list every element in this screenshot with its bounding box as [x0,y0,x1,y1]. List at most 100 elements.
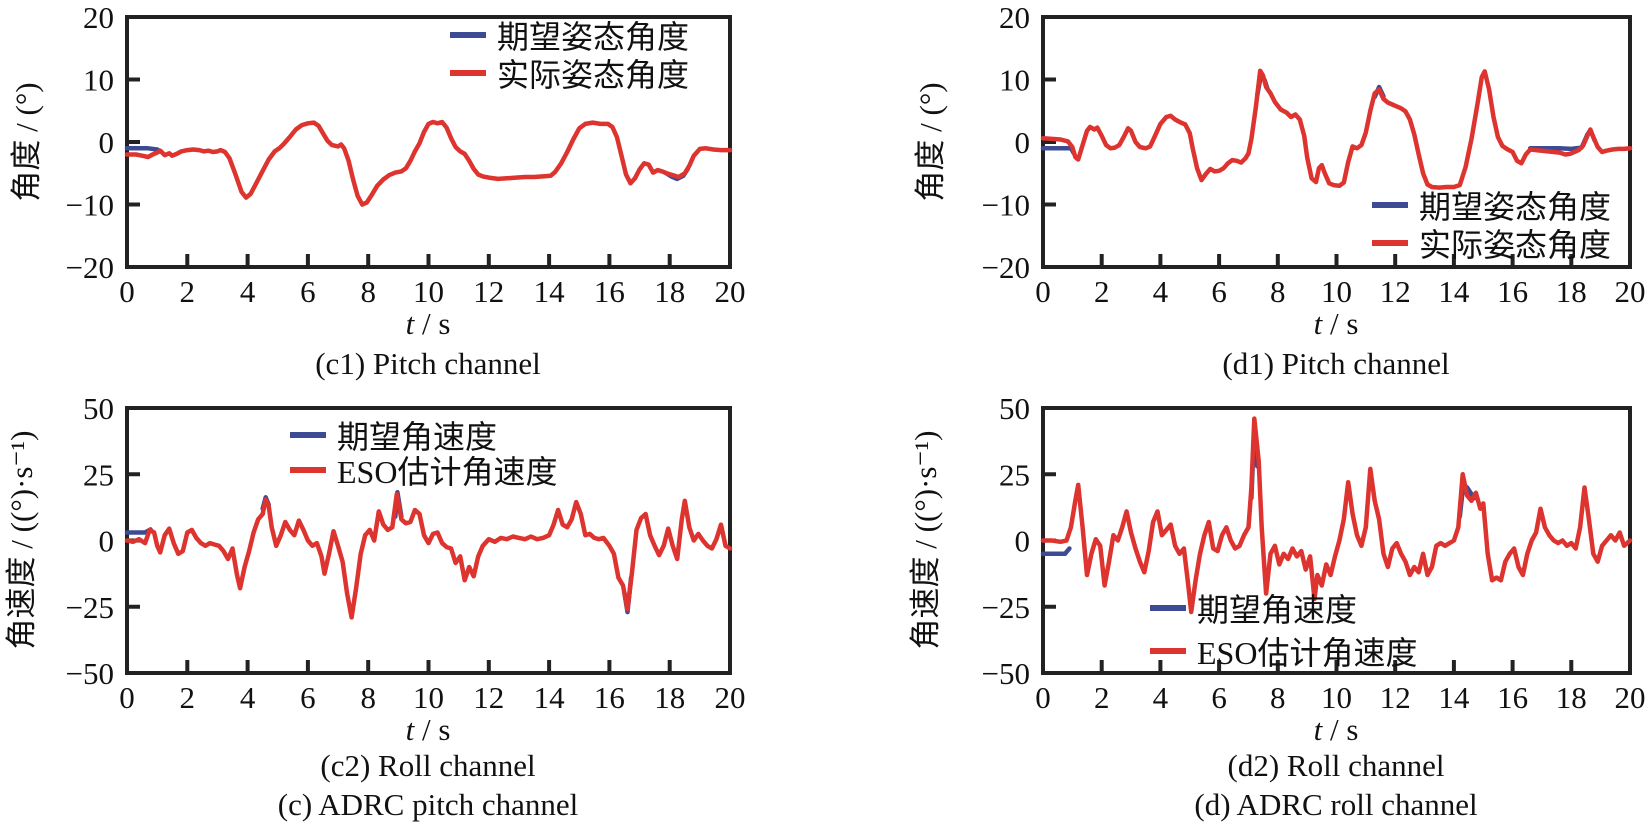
y-tick-label: −25 [982,590,1030,625]
legend-swatch-actual [1150,647,1186,654]
x-axis-label-d1: t / s [1314,306,1359,342]
series-line-expected [1040,546,1072,557]
y-tick-label: −20 [66,250,114,285]
legend-swatch-actual [1372,240,1408,246]
legend-swatch-actual [290,466,326,473]
y-tick-label: 50 [83,391,114,426]
x-tick-label: 8 [360,680,376,715]
subplot-caption-c1: (c1) Pitch channel [315,346,541,381]
x-tick-label: 10 [1321,274,1352,309]
y-tick-label: 50 [999,391,1030,426]
y-tick-label: −25 [66,590,114,625]
x-tick-label: 8 [360,274,376,309]
x-tick-label: 16 [594,274,625,309]
x-tick-label: 12 [473,274,504,309]
x-tick-label: 0 [119,680,135,715]
legend-swatch-actual [450,70,486,76]
group-caption-d: (d) ADRC roll channel [1194,787,1478,822]
x-tick-label: 8 [1270,680,1286,715]
legend-label-expected: 期望角速度 [1197,591,1358,628]
y-tick-label: −50 [66,656,114,691]
y-tick-label: 0 [1015,125,1031,160]
x-axis-variable: t [405,306,415,341]
y-tick-label: −10 [982,188,1030,223]
x-tick-label: 18 [1556,680,1587,715]
x-tick-label: 20 [1615,274,1646,309]
series-line-actual [124,491,733,620]
y-tick-label: 20 [999,0,1030,35]
series-line-actual [1040,68,1633,190]
legend-swatch-expected [450,32,486,38]
x-tick-label: 12 [473,680,504,715]
legend-label-expected: 期望姿态角度 [1419,189,1612,225]
series-line-actual [1040,416,1633,615]
x-tick-label: 14 [1438,274,1470,309]
subplot-caption-d1: (d1) Pitch channel [1222,346,1450,381]
x-tick-label: 20 [1615,680,1646,715]
y-tick-label: 25 [999,457,1030,492]
x-tick-label: 12 [1380,274,1411,309]
x-tick-label: 6 [1211,274,1227,309]
legend-label-actual: 实际姿态角度 [1419,227,1612,263]
x-axis-label-c1: t / s [406,306,451,342]
y-tick-label: −10 [66,188,114,223]
x-tick-label: 2 [1094,274,1110,309]
x-tick-label: 2 [180,680,196,715]
legend-item-actual: ESO估计角速度 [1150,629,1417,672]
y-tick-label: 0 [1015,524,1031,559]
y-tick-label: 0 [99,125,115,160]
series-line-actual [124,119,733,207]
x-tick-label: 0 [119,274,135,309]
x-tick-label: 10 [1321,680,1352,715]
legend-label-actual: ESO估计角速度 [1197,634,1418,671]
y-axis-label-d2: 角速度 / ((°)·s⁻¹) [908,430,943,650]
x-axis-label-d2: t / s [1314,712,1359,748]
x-axis-unit: / s [414,712,451,747]
series-line-expected [1040,146,1077,156]
legend-item-expected: 期望角速度 [1150,586,1417,629]
x-tick-label: 18 [654,274,685,309]
x-tick-label: 6 [300,680,316,715]
x-tick-label: 4 [240,680,256,715]
legend-label-actual: 实际姿态角度 [497,57,690,93]
subplot-caption-d2: (d2) Roll channel [1227,748,1445,783]
x-tick-label: 10 [413,274,444,309]
x-tick-label: 14 [534,274,566,309]
x-tick-label: 10 [413,680,444,715]
y-tick-label: 10 [83,63,114,98]
x-tick-label: 0 [1035,274,1051,309]
legend-item-actual: 实际姿态角度 [1372,224,1611,263]
x-tick-label: 14 [1438,680,1470,715]
x-tick-label: 16 [1497,274,1528,309]
x-tick-label: 14 [534,680,566,715]
legend-swatch-expected [1372,202,1408,208]
legend-item-expected: 期望姿态角度 [450,16,689,55]
legend-d2: 期望角速度 ESO估计角速度 [1150,586,1417,672]
y-tick-label: 0 [99,524,115,559]
x-tick-label: 20 [715,680,746,715]
x-tick-label: 2 [1094,680,1110,715]
legend-label-actual: ESO估计角速度 [337,453,558,490]
x-tick-label: 18 [654,680,685,715]
x-tick-label: 4 [1153,680,1169,715]
y-tick-label: 25 [83,457,114,492]
legend-c1: 期望姿态角度 实际姿态角度 [450,16,689,93]
x-tick-label: 18 [1556,274,1587,309]
legend-swatch-expected [1150,604,1186,611]
x-tick-label: 6 [300,274,316,309]
y-tick-label: 10 [999,63,1030,98]
y-tick-label: 20 [83,0,114,35]
x-tick-label: 16 [594,680,625,715]
x-axis-unit: / s [414,306,451,341]
x-tick-label: 2 [180,274,196,309]
legend-item-expected: 期望姿态角度 [1372,186,1611,225]
legend-label-expected: 期望角速度 [337,418,498,455]
y-axis-label-c2: 角速度 / ((°)·s⁻¹) [4,430,39,650]
x-axis-label-c2: t / s [406,712,451,748]
x-axis-variable: t [1313,306,1323,341]
y-tick-label: −50 [982,656,1030,691]
x-axis-variable: t [405,712,415,747]
legend-c2: 期望角速度 ESO估计角速度 [290,417,557,490]
y-tick-label: −20 [982,250,1030,285]
